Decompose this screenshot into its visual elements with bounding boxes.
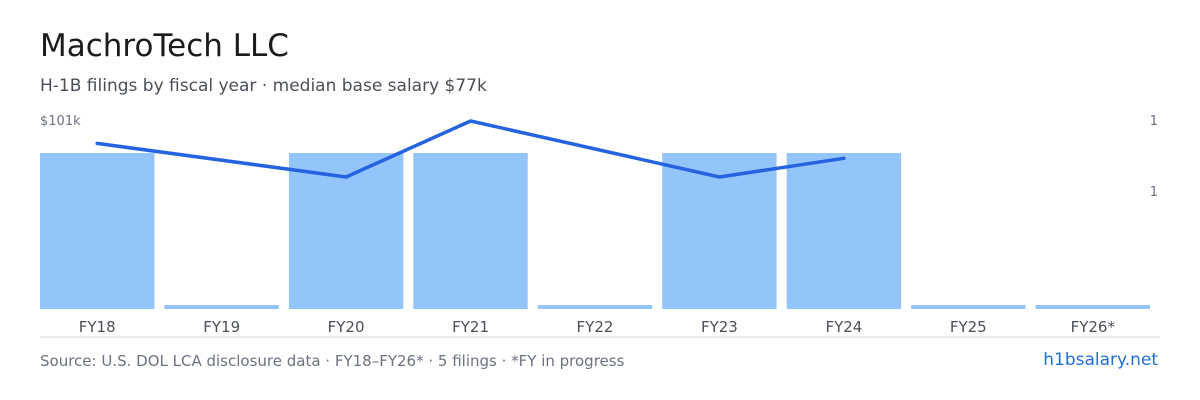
bar-FY22 [537, 305, 653, 309]
x-tick-labels: FY18 FY19 FY20 FY21 FY22 FY23 FY24 FY25 FY26* [79, 318, 1116, 336]
x-tick-label: FY23 [701, 318, 738, 336]
bar-FY23 [662, 153, 777, 309]
chart-subtitle: H-1B filings by fiscal year · median bas… [40, 76, 487, 96]
right-axis-tick-label: 1 [1150, 114, 1158, 129]
bars-layer [40, 153, 1150, 309]
x-tick-label: FY26* [1071, 318, 1116, 336]
x-tick-label: FY22 [577, 318, 614, 336]
salary-line-layer [95, 119, 846, 179]
x-tick-label: FY25 [950, 318, 987, 336]
bar-FY21 [413, 153, 528, 309]
salary-line [95, 119, 846, 179]
bar-FY25 [911, 305, 1026, 309]
x-tick-label: FY19 [203, 318, 240, 336]
bar-FY19 [164, 305, 279, 309]
bar-FY26 [1035, 305, 1150, 309]
site-link[interactable]: h1bsalary.net [1043, 350, 1158, 370]
bar-FY18 [40, 153, 155, 309]
bar-FY24 [786, 153, 902, 309]
left-axis-top-label: $101k [40, 114, 81, 129]
x-tick-label: FY24 [825, 318, 862, 336]
x-tick-label: FY20 [328, 318, 365, 336]
source-note: Source: U.S. DOL LCA disclosure data · F… [40, 352, 625, 370]
x-tick-label: FY18 [79, 318, 116, 336]
chart-title: MachroTech LLC [40, 28, 289, 64]
right-axis-tick-label: 1 [1150, 185, 1158, 200]
x-tick-label: FY21 [452, 318, 489, 336]
bar-FY20 [288, 153, 404, 309]
